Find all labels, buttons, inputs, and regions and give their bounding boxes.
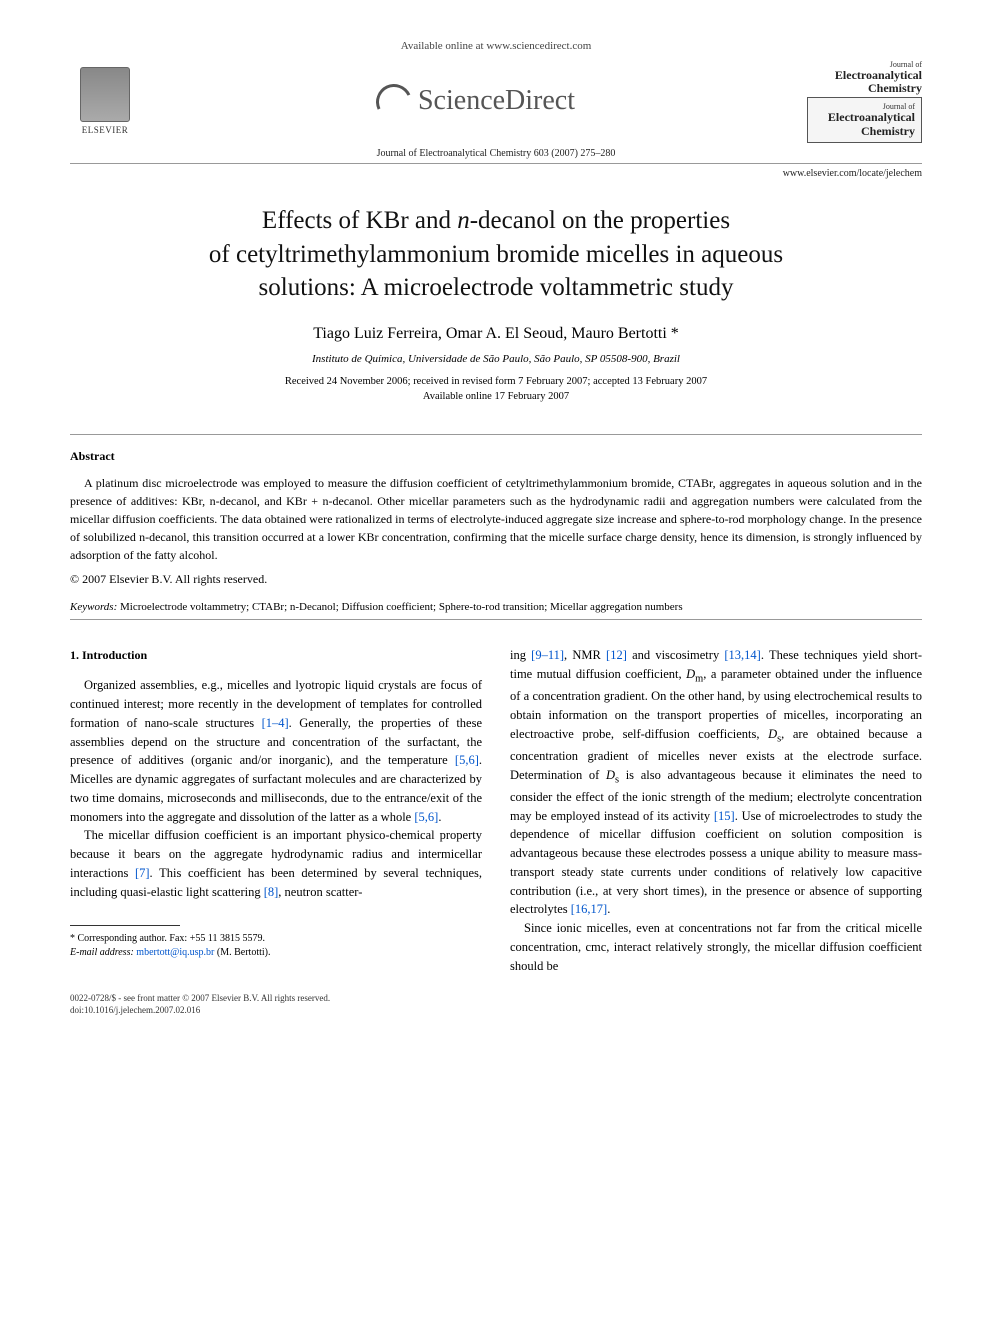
- elsevier-logo: ELSEVIER: [70, 61, 140, 141]
- corresponding-author: * Corresponding author. Fax: +55 11 3815…: [70, 932, 482, 946]
- intro-paragraph-3: Since ionic micelles, even at concentrat…: [510, 919, 922, 975]
- ref-link[interactable]: [15]: [714, 809, 735, 823]
- abstract-copyright: © 2007 Elsevier B.V. All rights reserved…: [70, 572, 922, 587]
- journal-box-title: Electroanalytical Chemistry: [814, 111, 915, 137]
- ref-link[interactable]: [8]: [264, 885, 279, 899]
- ref-link[interactable]: [5,6]: [414, 810, 438, 824]
- ref-link[interactable]: [16,17]: [571, 902, 607, 916]
- email-link[interactable]: mbertott@iq.usp.br: [136, 947, 214, 958]
- bottom-meta: 0022-0728/$ - see front matter © 2007 El…: [70, 993, 922, 1016]
- email-line: E-mail address: mbertott@iq.usp.br (M. B…: [70, 946, 482, 960]
- locate-url: www.elsevier.com/locate/jelechem: [70, 168, 922, 179]
- received-line: Received 24 November 2006; received in r…: [285, 376, 707, 387]
- available-line: Available online 17 February 2007: [423, 391, 569, 402]
- citation-line: Journal of Electroanalytical Chemistry 6…: [70, 148, 922, 159]
- article-title: Effects of KBr and n-decanol on the prop…: [110, 204, 882, 305]
- elsevier-tree-icon: [80, 67, 130, 122]
- email-name: (M. Bertotti).: [214, 947, 270, 958]
- logos-row: ELSEVIER ScienceDirect Journal of Electr…: [70, 60, 922, 143]
- affiliation-line: Instituto de Química, Universidade de Sã…: [70, 353, 922, 365]
- ref-link[interactable]: [13,14]: [724, 648, 760, 662]
- intro-heading: 1. Introduction: [70, 646, 482, 664]
- journal-logo-box: Journal of Electroanalytical Chemistry: [807, 97, 922, 142]
- ref-link[interactable]: [12]: [606, 648, 627, 662]
- body-columns: 1. Introduction Organized assemblies, e.…: [70, 646, 922, 975]
- ref-link[interactable]: [9–11]: [531, 648, 564, 662]
- email-label: E-mail address:: [70, 947, 134, 958]
- sciencedirect-swirl-icon: [372, 82, 410, 120]
- header-rule: [70, 163, 922, 164]
- left-column: 1. Introduction Organized assemblies, e.…: [70, 646, 482, 975]
- availability-line: Available online at www.sciencedirect.co…: [70, 40, 922, 52]
- article-dates: Received 24 November 2006; received in r…: [70, 375, 922, 404]
- journal-logo-title: Electroanalytical Chemistry: [807, 69, 922, 95]
- intro-paragraph-1: Organized assemblies, e.g., micelles and…: [70, 676, 482, 826]
- ref-link[interactable]: [1–4]: [262, 716, 289, 730]
- abstract-text: A platinum disc microelectrode was emplo…: [70, 474, 922, 564]
- abstract-heading: Abstract: [70, 449, 922, 464]
- article-header: Available online at www.sciencedirect.co…: [70, 40, 922, 179]
- ref-link[interactable]: [5,6]: [455, 753, 479, 767]
- footnote-rule: [70, 925, 180, 926]
- front-matter-line: 0022-0728/$ - see front matter © 2007 El…: [70, 993, 922, 1005]
- intro-paragraph-2-cont: ing [9–11], NMR [12] and viscosimetry [1…: [510, 646, 922, 919]
- authors-line: Tiago Luiz Ferreira, Omar A. El Seoud, M…: [70, 325, 922, 343]
- abstract-top-rule: [70, 434, 922, 435]
- keywords-text: Microelectrode voltammetry; CTABr; n-Dec…: [117, 601, 682, 613]
- keywords-line: Keywords: Microelectrode voltammetry; CT…: [70, 601, 922, 613]
- ref-link[interactable]: [7]: [135, 866, 150, 880]
- intro-paragraph-2: The micellar diffusion coefficient is an…: [70, 826, 482, 901]
- elsevier-label: ELSEVIER: [82, 125, 129, 135]
- corresponding-footnote: * Corresponding author. Fax: +55 11 3815…: [70, 932, 482, 960]
- sciencedirect-label: ScienceDirect: [418, 85, 575, 117]
- abstract-bottom-rule: [70, 619, 922, 620]
- doi-line: doi:10.1016/j.jelechem.2007.02.016: [70, 1005, 922, 1017]
- keywords-label: Keywords:: [70, 601, 117, 613]
- journal-logo: Journal of Electroanalytical Chemistry J…: [807, 60, 922, 143]
- sciencedirect-logo: ScienceDirect: [372, 82, 575, 120]
- right-column: ing [9–11], NMR [12] and viscosimetry [1…: [510, 646, 922, 975]
